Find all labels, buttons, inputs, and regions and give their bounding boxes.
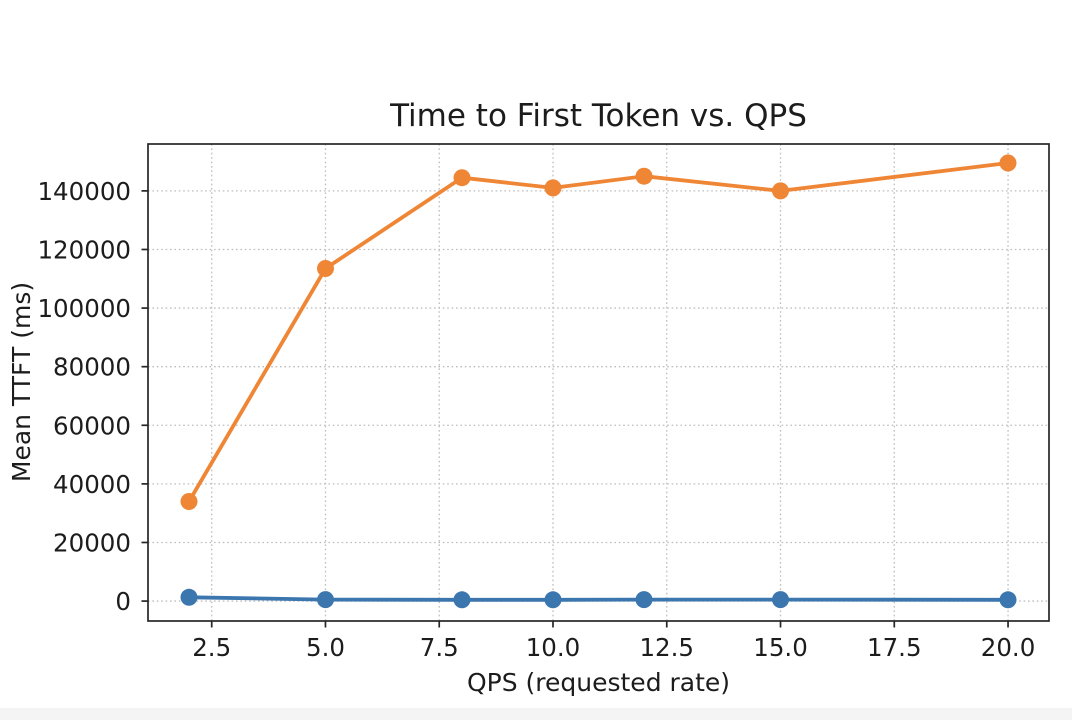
- x-tick-label: 2.5: [192, 633, 231, 662]
- y-tick-label: 60000: [53, 411, 131, 440]
- x-tick-label: 12.5: [639, 633, 694, 662]
- marker-series-blue: [180, 588, 198, 606]
- x-tick-label: 17.5: [867, 633, 922, 662]
- marker-series-orange: [453, 169, 471, 187]
- marker-series-orange: [772, 182, 789, 200]
- y-tick-label: 100000: [37, 294, 131, 323]
- marker-series-orange: [317, 260, 334, 277]
- chart-title: Time to First Token vs. QPS: [390, 98, 807, 134]
- y-tick-label: 0: [115, 587, 131, 616]
- marker-series-orange: [635, 167, 653, 185]
- marker-series-blue: [453, 591, 471, 609]
- y-tick-label: 20000: [53, 528, 131, 557]
- axes-box: [147, 143, 1050, 622]
- y-tick-label: 140000: [37, 177, 131, 206]
- marker-series-blue: [999, 591, 1017, 609]
- x-tick-label: 15.0: [753, 633, 808, 662]
- y-tick-label: 40000: [53, 470, 131, 499]
- marker-series-blue: [317, 591, 334, 609]
- line-series-orange: [187, 161, 1010, 504]
- x-tick-label: 20.0: [981, 633, 1036, 662]
- line-series-blue: [187, 595, 1010, 602]
- marker-series-blue: [544, 591, 562, 609]
- y-tick-label: 120000: [37, 235, 131, 264]
- x-tick-label: 10.0: [526, 633, 581, 662]
- x-axis-label: QPS (requested rate): [466, 668, 731, 697]
- x-tick-label: 5.0: [306, 633, 345, 662]
- x-tick-label: 7.5: [420, 633, 459, 662]
- marker-series-orange: [180, 493, 198, 510]
- bottom-strip: [0, 708, 1072, 720]
- marker-series-orange: [544, 179, 562, 197]
- marker-series-orange: [999, 154, 1017, 172]
- marker-series-blue: [635, 591, 653, 609]
- y-tick-label: 80000: [53, 353, 131, 382]
- marker-series-blue: [772, 591, 789, 609]
